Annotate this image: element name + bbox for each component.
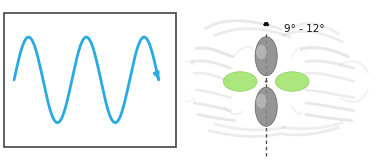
Text: 9° - 12°: 9° - 12° [284,23,324,34]
Ellipse shape [256,94,266,108]
Ellipse shape [223,72,257,91]
Ellipse shape [265,80,268,83]
Ellipse shape [255,87,277,126]
Ellipse shape [275,72,309,91]
Ellipse shape [255,37,277,76]
Ellipse shape [256,45,266,59]
